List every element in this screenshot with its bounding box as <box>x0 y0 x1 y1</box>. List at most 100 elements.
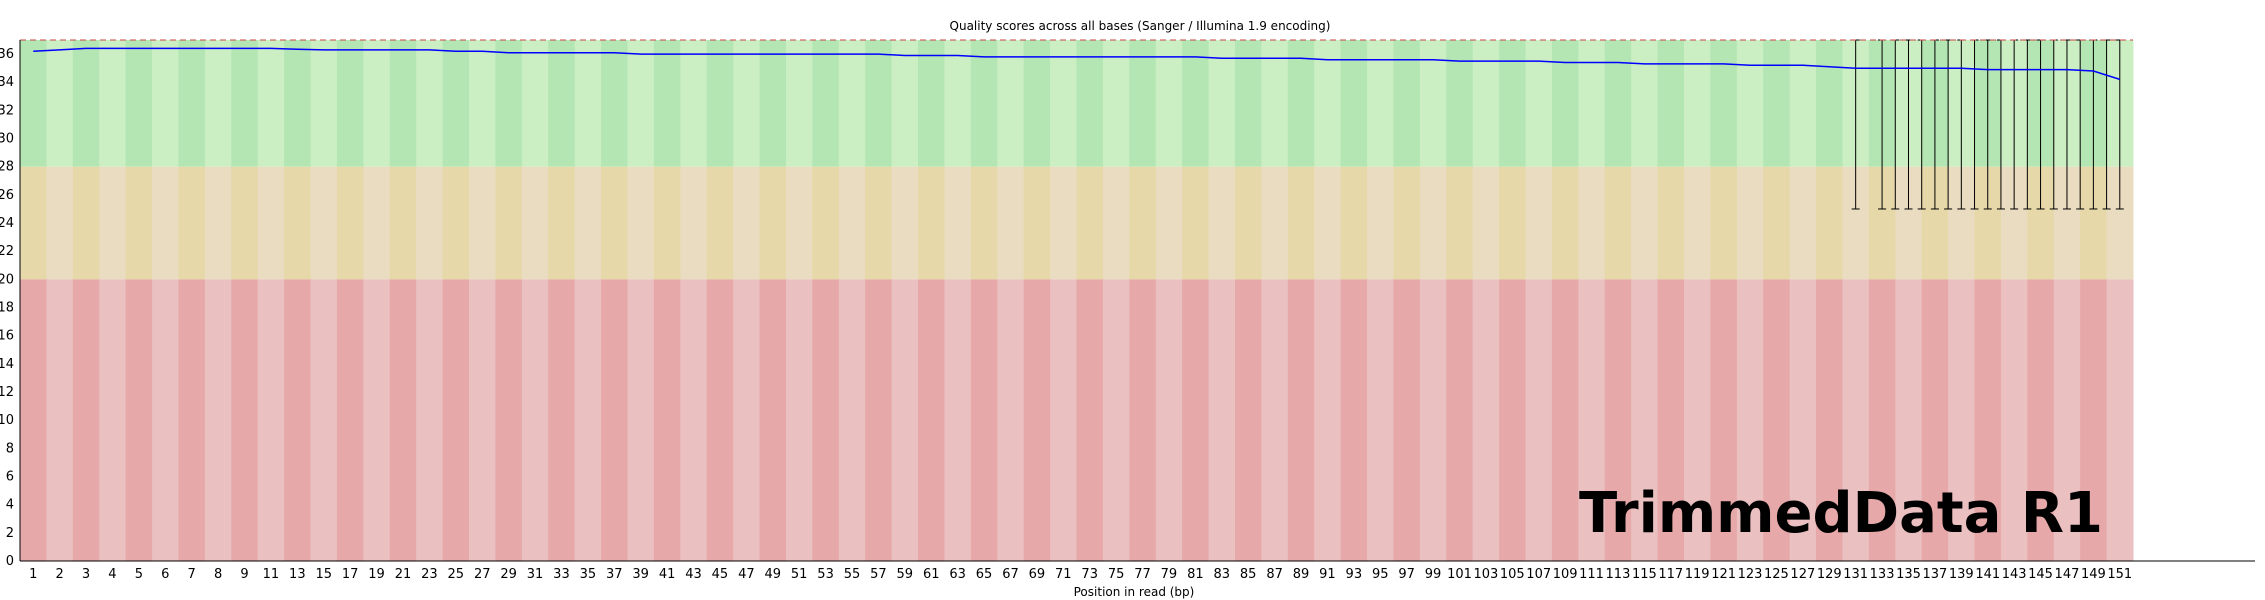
quality-band-cell <box>733 166 761 280</box>
quality-band-cell <box>759 166 787 280</box>
quality-band-cell <box>970 166 998 280</box>
quality-band-cell <box>838 166 866 280</box>
y-tick-label: 4 <box>6 498 14 513</box>
quality-band-cell <box>812 166 840 280</box>
quality-band-cell <box>680 40 708 167</box>
quality-band-cell <box>178 279 206 561</box>
quality-band-cell <box>918 279 945 561</box>
quality-band-cell <box>2106 279 2134 561</box>
x-tick-label: 57 <box>870 567 887 582</box>
quality-band-cell <box>548 40 576 167</box>
y-tick-label: 2 <box>6 526 14 541</box>
quality-band-cell <box>125 166 153 280</box>
x-tick-label: 19 <box>368 567 385 582</box>
y-tick-label: 6 <box>6 470 14 485</box>
y-tick-label: 8 <box>6 441 14 456</box>
quality-band-cell <box>1367 40 1394 167</box>
quality-band-cell <box>310 279 338 561</box>
quality-band-cell <box>46 40 74 167</box>
quality-band-cell <box>495 40 523 167</box>
quality-band-cell <box>1102 279 1130 561</box>
quality-band-cell <box>257 279 285 561</box>
x-tick-label: 4 <box>108 567 116 582</box>
x-tick-label: 33 <box>553 567 570 582</box>
quality-band-cell <box>1234 40 1262 167</box>
x-tick-label: 85 <box>1240 567 1257 582</box>
quality-band-cell <box>891 40 919 167</box>
quality-band-cell <box>152 166 179 280</box>
quality-band-cell <box>1683 279 1711 561</box>
quality-band-cell <box>310 166 338 280</box>
x-tick-label: 121 <box>1711 567 1736 582</box>
quality-band-cell <box>389 40 417 167</box>
quality-band-cell <box>653 40 681 167</box>
quality-band-cell <box>785 279 813 561</box>
quality-band-cell <box>1551 166 1579 280</box>
x-tick-label: 129 <box>1817 567 1842 582</box>
x-tick-label: 105 <box>1500 567 1525 582</box>
x-tick-label: 5 <box>135 567 143 582</box>
x-tick-label: 81 <box>1187 567 1204 582</box>
quality-band-cell <box>1472 166 1500 280</box>
x-tick-label: 37 <box>606 567 623 582</box>
x-tick-label: 11 <box>263 567 280 582</box>
quality-band-cell <box>1763 40 1791 167</box>
quality-band-cell <box>336 279 364 561</box>
quality-band-cell <box>495 279 523 561</box>
quality-band-cell <box>1525 166 1553 280</box>
x-tick-label: 77 <box>1134 567 1151 582</box>
quality-band-cell <box>1657 279 1685 561</box>
x-tick-label: 9 <box>240 567 248 582</box>
x-tick-label: 111 <box>1579 567 1604 582</box>
quality-band-cell <box>706 40 734 167</box>
quality-band-cell <box>1710 40 1738 167</box>
quality-band-cell <box>46 279 74 561</box>
y-tick-label: 14 <box>0 357 14 372</box>
quality-band-cell <box>812 279 840 561</box>
quality-band-cell <box>944 279 972 561</box>
y-tick-label: 20 <box>0 272 14 287</box>
quality-band-cell <box>1367 279 1394 561</box>
quality-band-cell <box>1393 40 1421 167</box>
quality-band-cell <box>1287 166 1315 280</box>
quality-band-cell <box>838 279 866 561</box>
quality-band-cell <box>1182 279 1210 561</box>
quality-band-cell <box>2053 279 2081 561</box>
quality-band-cell <box>1155 279 1183 561</box>
quality-band-cell <box>653 166 681 280</box>
quality-band-cell <box>178 166 206 280</box>
y-tick-label: 30 <box>0 132 14 147</box>
quality-band-cell <box>1736 40 1764 167</box>
quality-band-cell <box>1604 166 1632 280</box>
quality-band-cell <box>1182 40 1210 167</box>
x-tick-label: 137 <box>1922 567 1947 582</box>
quality-band-cell <box>495 166 523 280</box>
quality-band-cell <box>1287 40 1315 167</box>
quality-band-cell <box>680 166 708 280</box>
quality-band-cell <box>1129 40 1157 167</box>
x-tick-label: 113 <box>1606 567 1631 582</box>
quality-band-cell <box>1340 40 1368 167</box>
quality-band-cell <box>1710 166 1738 280</box>
quality-band-cell <box>1631 40 1659 167</box>
quality-band-cell <box>653 279 681 561</box>
y-tick-label: 34 <box>0 75 14 90</box>
quality-band-cell <box>336 40 364 167</box>
quality-band-cell <box>1419 166 1447 280</box>
quality-band-cell <box>310 40 338 167</box>
quality-band-cell <box>1499 166 1527 280</box>
quality-band-cell <box>1129 279 1157 561</box>
x-tick-label: 133 <box>1870 567 1895 582</box>
quality-band-cell <box>72 279 100 561</box>
watermark-label: TrimmedData R1 <box>1579 481 2103 546</box>
quality-band-cell <box>1631 279 1659 561</box>
quality-band-cell <box>1314 279 1342 561</box>
x-tick-label: 73 <box>1081 567 1098 582</box>
quality-band-cell <box>99 40 127 167</box>
x-tick-label: 127 <box>1790 567 1815 582</box>
quality-band-cell <box>785 166 813 280</box>
quality-band-cell <box>759 40 787 167</box>
quality-band-cell <box>1102 40 1130 167</box>
quality-band-cell <box>1446 166 1474 280</box>
x-tick-label: 47 <box>738 567 755 582</box>
